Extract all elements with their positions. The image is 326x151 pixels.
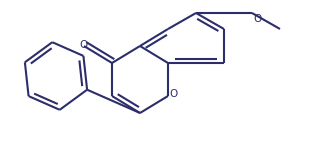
Text: O: O: [169, 89, 177, 99]
Text: O: O: [253, 14, 261, 24]
Text: O: O: [80, 40, 88, 50]
